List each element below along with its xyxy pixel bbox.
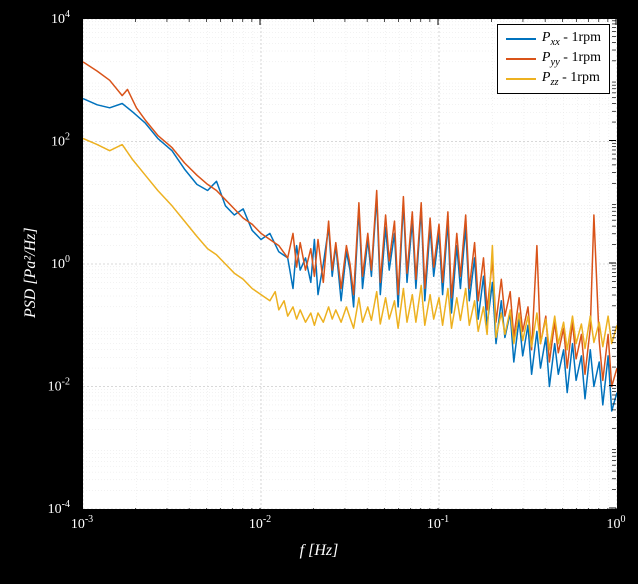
x-axis-label: f [Hz] [0,542,638,560]
svg-text:10-3: 10-3 [71,514,93,532]
svg-text:100: 100 [607,514,626,532]
psd-chart: 10-310-210-110010-410-2100102104 f [Hz] … [0,0,638,584]
legend-item: Pyy - 1rpm [506,49,601,69]
svg-text:10-2: 10-2 [249,514,271,532]
svg-text:100: 100 [51,254,70,272]
svg-text:104: 104 [51,9,70,27]
svg-text:10-4: 10-4 [48,499,70,517]
legend-item: Pzz - 1rpm [506,69,601,89]
legend-item: Pxx - 1rpm [506,29,601,49]
y-axis-label: PSD [Pa²/Hz] [22,227,40,318]
svg-text:10-1: 10-1 [427,514,449,532]
svg-text:102: 102 [51,132,70,150]
svg-text:10-2: 10-2 [48,377,70,395]
legend: Pxx - 1rpmPyy - 1rpmPzz - 1rpm [497,24,610,94]
